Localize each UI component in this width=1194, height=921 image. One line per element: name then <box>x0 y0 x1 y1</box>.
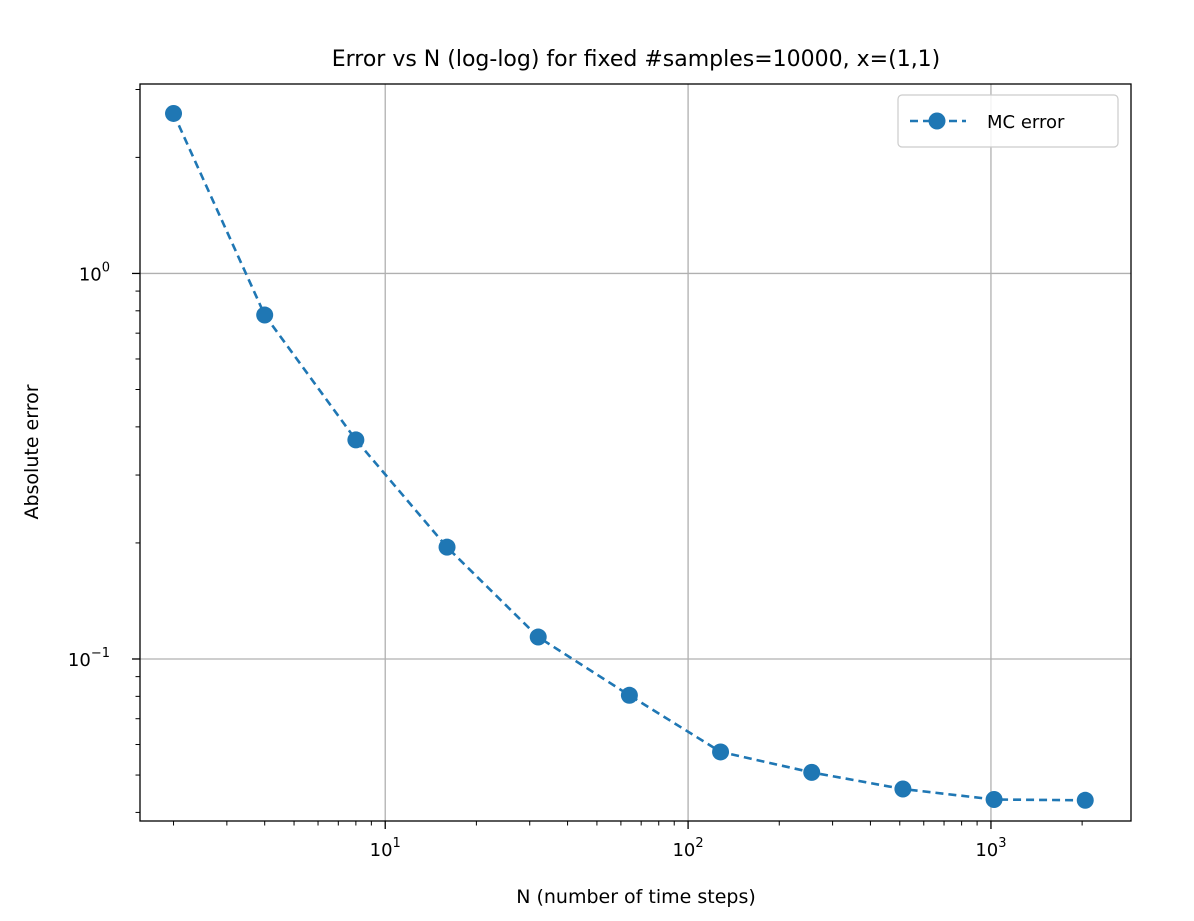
data-point <box>347 431 365 449</box>
series-layer <box>165 104 1094 809</box>
x-tick-label: 103 <box>975 836 1006 861</box>
legend: MC error <box>897 94 1119 148</box>
y-tick-label: 100 <box>79 260 110 285</box>
data-point <box>529 628 547 646</box>
data-point <box>165 104 183 122</box>
plot-frame <box>139 83 1132 822</box>
data-point <box>985 791 1003 809</box>
data-point <box>1076 791 1094 809</box>
data-point <box>712 743 730 761</box>
chart-title: Error vs N (log-log) for fixed #samples=… <box>332 47 941 72</box>
grid <box>140 84 1131 821</box>
legend-marker-swatch <box>928 112 946 130</box>
y-axis-label: Absolute error <box>21 384 43 519</box>
legend-frame <box>897 94 1119 148</box>
x-axis-label: N (number of time steps) <box>516 886 756 908</box>
data-point <box>256 306 274 324</box>
legend-label-mc-error: MC error <box>987 112 1065 133</box>
x-tick-label: 102 <box>672 836 703 861</box>
data-point <box>620 686 638 704</box>
ticks: 101 102 103 100 10−1 <box>68 88 1083 861</box>
data-point <box>438 538 456 556</box>
data-point <box>803 763 821 781</box>
x-tick-label: 101 <box>370 836 401 861</box>
data-point <box>894 780 912 798</box>
y-tick-label: 10−1 <box>68 646 110 671</box>
